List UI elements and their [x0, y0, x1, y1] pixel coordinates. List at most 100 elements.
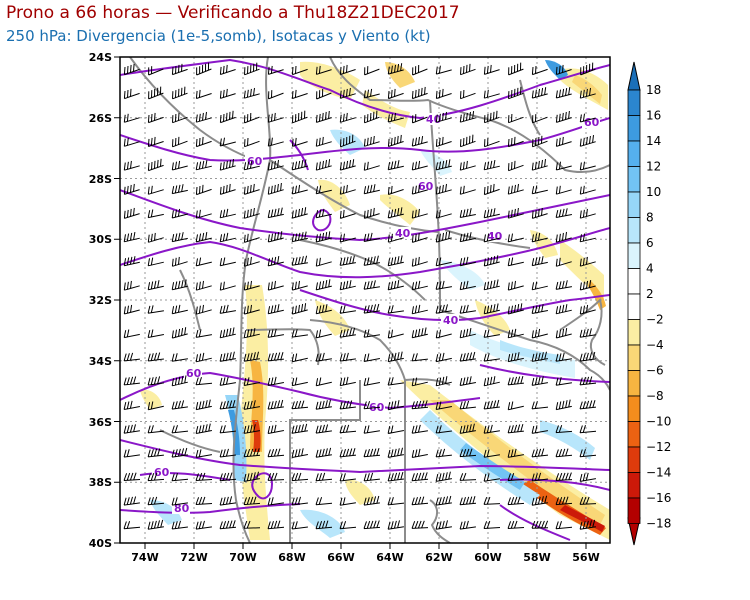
wind-barb [435, 280, 452, 290]
lon-label: 58W [523, 551, 550, 564]
wind-barb [531, 520, 549, 529]
wind-barb [435, 183, 452, 195]
wind-barb [267, 207, 284, 219]
wind-barb [459, 472, 477, 481]
wind-barb [579, 304, 596, 315]
wind-barb [195, 89, 212, 99]
wind-barb [579, 351, 596, 362]
wind-barb [507, 375, 524, 386]
wind-barb [147, 305, 164, 314]
wind-barb [339, 424, 357, 434]
wind-barb [267, 304, 284, 315]
wind-barb [363, 232, 380, 242]
wind-barb [123, 88, 140, 100]
colorbar-label: −8 [646, 389, 664, 403]
wind-barb [195, 136, 212, 148]
wind-barb [267, 231, 284, 243]
wind-barb [483, 89, 500, 99]
wind-barb [531, 159, 548, 171]
wind-barb [267, 280, 284, 291]
isotach-label: 60 [154, 466, 170, 479]
wind-barb [363, 329, 380, 338]
wind-barb [555, 208, 572, 218]
wind-barb [291, 184, 308, 195]
wind-barb [579, 472, 596, 482]
wind-barb [195, 352, 212, 363]
map-subtitle: 250 hPa: Divergencia (1e-5,somb), Isotac… [6, 27, 431, 45]
wind-barb [123, 472, 141, 481]
wind-barb [291, 207, 308, 219]
wind-barb [291, 353, 308, 363]
wind-barb [195, 184, 212, 196]
wind-barb [291, 65, 308, 76]
wind-barb [459, 448, 477, 458]
wind-barb [291, 137, 308, 147]
wind-barb [411, 86, 428, 100]
wind-barb [507, 401, 524, 411]
wind-barb [364, 66, 380, 76]
wind-barb [531, 425, 548, 434]
wind-barb [555, 304, 572, 315]
wind-barb [219, 183, 236, 195]
wind-barb [507, 207, 524, 219]
colorbar-label: 16 [646, 109, 661, 123]
isotach-label: 80 [174, 502, 190, 515]
wind-barb [315, 377, 332, 387]
colorbar-box [627, 268, 641, 295]
wind-barb [460, 63, 476, 76]
wind-barb [507, 448, 524, 458]
wind-barb [483, 64, 500, 75]
colorbar-box [627, 421, 641, 448]
wind-barb [483, 303, 500, 315]
wind-barb [291, 303, 308, 315]
wind-barb [172, 112, 188, 124]
wind-barb [555, 110, 572, 123]
wind-barb [459, 232, 476, 243]
wind-barb [459, 351, 476, 362]
wind-barb [171, 400, 188, 410]
wind-barb [291, 280, 308, 291]
wind-barb [315, 257, 332, 267]
wind-barb [459, 520, 476, 530]
wind-barb [483, 376, 500, 387]
wind-barb [531, 281, 548, 291]
wind-barb [123, 400, 140, 410]
wind-barb [219, 351, 236, 362]
lon-label: 66W [327, 551, 354, 564]
wind-barb [243, 233, 260, 243]
wind-barb [555, 496, 573, 506]
wind-barb [387, 520, 404, 530]
wind-barb [387, 88, 404, 100]
wind-barb [171, 184, 188, 195]
wind-barb [435, 401, 452, 410]
wind-barb [123, 280, 140, 291]
wind-barb [579, 425, 597, 434]
wind-barb [555, 257, 572, 267]
wind-barb [459, 111, 476, 123]
lon-label: 72W [180, 551, 207, 564]
lat-lon-grid [120, 57, 610, 543]
wind-barb [412, 64, 428, 76]
wind-barb [411, 136, 428, 147]
wind-barb [555, 472, 573, 481]
wind-barb [387, 425, 404, 434]
wind-barb [315, 447, 332, 458]
wind-barb [195, 209, 212, 219]
wind-barb [531, 87, 548, 99]
wind-barb [243, 377, 260, 386]
colorbar-label: 14 [646, 134, 661, 148]
wind-barb [531, 256, 548, 267]
wind-barb [219, 137, 236, 147]
wind-barb [579, 185, 596, 195]
wind-barb [148, 66, 164, 76]
wind-barb [243, 160, 260, 171]
wind-barb [555, 521, 573, 530]
wind-barb [315, 497, 333, 506]
wind-barb [219, 496, 236, 506]
wind-barb [243, 183, 260, 195]
wind-barb [579, 449, 597, 458]
wind-barb [555, 328, 572, 339]
lat-label: 26S [89, 112, 112, 125]
wind-barb [123, 256, 140, 267]
